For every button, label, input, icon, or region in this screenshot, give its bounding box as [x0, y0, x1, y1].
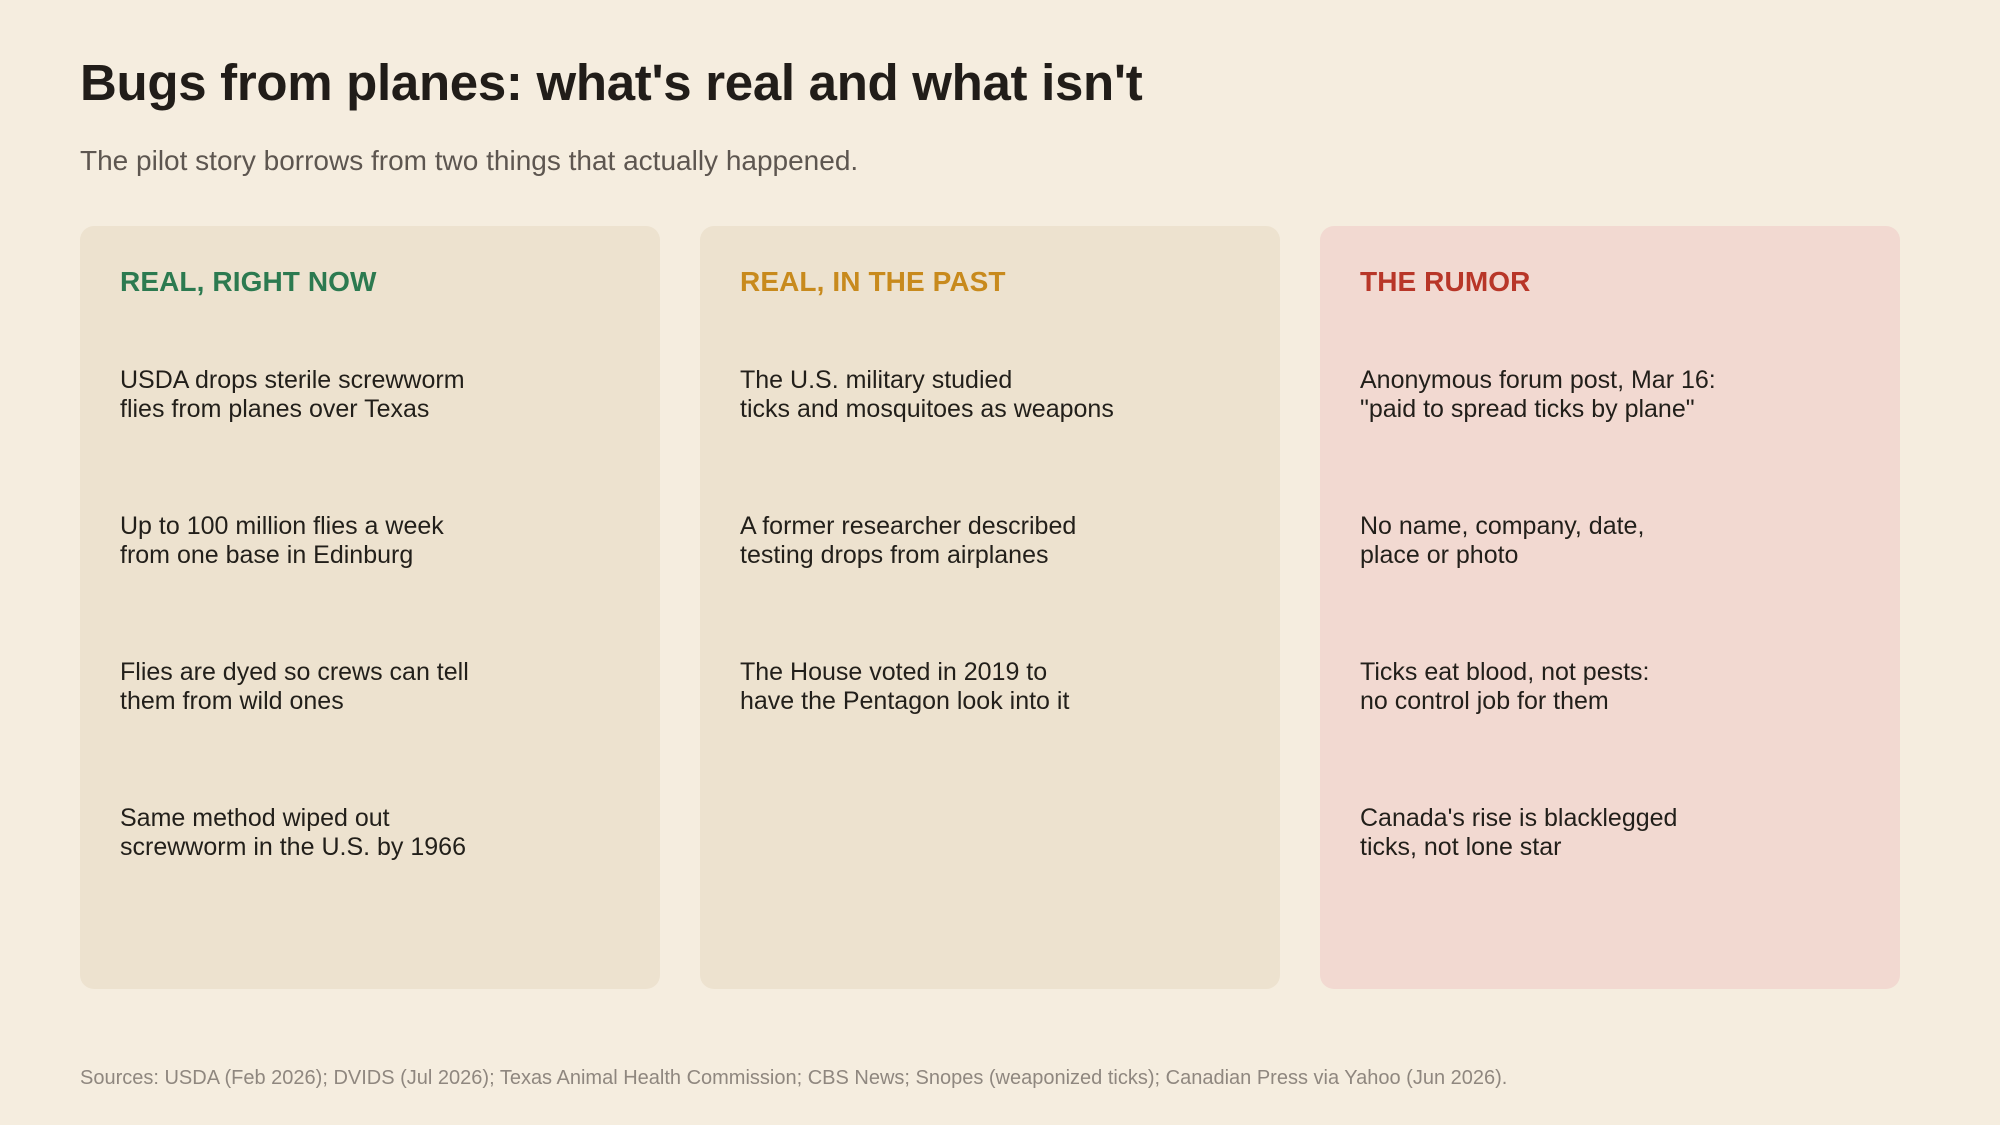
item-line: screwworm in the U.S. by 1966: [120, 833, 466, 862]
list-item: Flies are dyed so crews can tell them fr…: [120, 658, 620, 804]
item-line: Up to 100 million flies a week: [120, 512, 444, 541]
list-item: Up to 100 million flies a week from one …: [120, 512, 620, 658]
item-line: ticks and mosquitoes as weapons: [740, 395, 1114, 424]
list-item: The U.S. military studied ticks and mosq…: [740, 366, 1240, 512]
card-real-right-now: REAL, RIGHT NOW USDA drops sterile screw…: [80, 226, 660, 989]
card-heading-real-in-the-past: REAL, IN THE PAST: [740, 266, 1006, 297]
item-line: "paid to spread ticks by plane": [1360, 395, 1695, 424]
item-line: Anonymous forum post, Mar 16:: [1360, 366, 1716, 395]
item-line: Canada's rise is blacklegged: [1360, 804, 1678, 833]
item-line: Ticks eat blood, not pests:: [1360, 658, 1650, 687]
item-line: from one base in Edinburg: [120, 541, 414, 570]
item-line: ticks, not lone star: [1360, 833, 1562, 862]
card-real-in-the-past: REAL, IN THE PAST The U.S. military stud…: [700, 226, 1280, 989]
card-heading-real-right-now: REAL, RIGHT NOW: [120, 266, 377, 297]
item-line: have the Pentagon look into it: [740, 687, 1070, 716]
item-line: flies from planes over Texas: [120, 395, 430, 424]
list-item: Canada's rise is blacklegged ticks, not …: [1360, 804, 1860, 950]
item-line: The U.S. military studied: [740, 366, 1013, 395]
item-line: Same method wiped out: [120, 804, 390, 833]
list-item: Anonymous forum post, Mar 16: "paid to s…: [1360, 366, 1860, 512]
card-the-rumor: THE RUMOR Anonymous forum post, Mar 16: …: [1320, 226, 1900, 989]
card-list-the-rumor: Anonymous forum post, Mar 16: "paid to s…: [1360, 366, 1860, 950]
page-title: Bugs from planes: what's real and what i…: [80, 54, 1143, 111]
item-line: A former researcher described: [740, 512, 1077, 541]
item-line: testing drops from airplanes: [740, 541, 1049, 570]
list-item: No name, company, date, place or photo: [1360, 512, 1860, 658]
page-subtitle: The pilot story borrows from two things …: [80, 145, 859, 176]
sources-footnote: Sources: USDA (Feb 2026); DVIDS (Jul 202…: [80, 1067, 1508, 1089]
comparison-cards: REAL, RIGHT NOW USDA drops sterile screw…: [80, 226, 1900, 989]
item-line: USDA drops sterile screwworm: [120, 366, 465, 395]
list-item: Ticks eat blood, not pests: no control j…: [1360, 658, 1860, 804]
card-list-real-in-the-past: The U.S. military studied ticks and mosq…: [740, 366, 1240, 804]
list-item: A former researcher described testing dr…: [740, 512, 1240, 658]
list-item: Same method wiped out screwworm in the U…: [120, 804, 620, 950]
item-line: The House voted in 2019 to: [740, 658, 1048, 687]
card-list-real-right-now: USDA drops sterile screwworm flies from …: [120, 366, 620, 950]
item-line: them from wild ones: [120, 687, 344, 716]
card-heading-the-rumor: THE RUMOR: [1360, 266, 1531, 297]
list-item: USDA drops sterile screwworm flies from …: [120, 366, 620, 512]
item-line: place or photo: [1360, 541, 1519, 570]
list-item: The House voted in 2019 to have the Pent…: [740, 658, 1240, 804]
item-line: No name, company, date,: [1360, 512, 1645, 541]
item-line: no control job for them: [1360, 687, 1609, 716]
item-line: Flies are dyed so crews can tell: [120, 658, 469, 687]
